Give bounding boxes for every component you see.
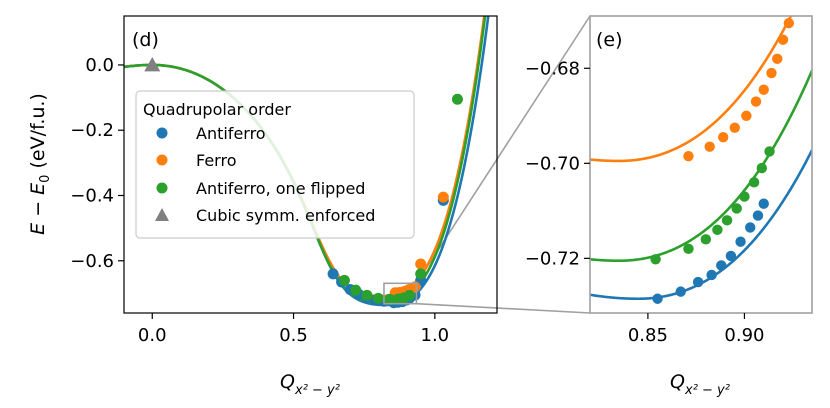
y-tick-label: −0.70 [525,153,580,174]
point-antiferro [675,286,686,297]
fit-curve-antiferro-one-flipped [590,70,812,263]
axes-frame-e [589,15,813,314]
panel-d: 0.0 0.5 1.0 0.0 −0.2 −0.4 −0.6 (d) Qx² − y² E… [27,15,498,398]
panel-e: 0.85 0.90 −0.68 −0.70 −0.72 (e) Qx² − y² [525,15,813,398]
point-antiferro-one-flipped [721,215,733,226]
y-axis-label-d: E − E0 (eV/f.u.) [27,93,53,235]
point-antiferro [735,236,746,247]
point-antiferro-one-flipped [683,243,694,255]
x-axis-label-e: Qx² − y² [670,371,730,398]
zoom-region-box [383,282,418,305]
point-ferro [750,96,762,107]
fit-curve-antiferro [590,149,812,301]
point-antiferro [716,260,727,271]
x-tick-label: 0.85 [628,325,668,346]
point-ferro [409,281,421,293]
x-axis-label-d: Qx² − y² [280,371,340,398]
point-antiferro-one-flipped [350,284,362,296]
point-antiferro [725,250,737,262]
point-antiferro-one-flipped [361,289,373,301]
legend-title: Quadrupolar order [143,100,291,119]
point-antiferro-one-flipped [338,274,350,286]
point-antiferro [706,269,717,281]
x-tick-label: 1.0 [421,325,450,346]
legend-label-cubic: Cubic symm. enforced [196,206,375,225]
y-tick-label: −0.68 [525,58,580,79]
point-ferro [729,122,740,133]
point-ferro [772,53,783,64]
y-tick-label: −0.2 [70,120,114,141]
point-antiferro-one-flipped [451,93,463,105]
fit-curve-ferro [590,16,793,163]
zoom-connector-bottom [416,302,591,314]
y-tick-label: −0.6 [70,251,114,272]
point-antiferro-one-flipped [756,162,768,174]
fit-curves-e [590,16,812,301]
legend: Quadrupolar order Antiferro Ferro Antife… [135,90,415,239]
point-ferro [783,17,795,29]
point-antiferro-one-flipped [372,292,384,304]
point-antiferro [327,268,339,280]
point-ferro [683,150,694,162]
x-tick-label: 0.0 [138,325,167,346]
x-tick-label: 0.90 [724,325,764,346]
point-ferro [718,131,729,143]
legend-label-ferro: Ferro [196,151,236,170]
x-ticks-e: 0.85 0.90 [628,313,764,346]
point-ferro [741,110,752,121]
point-antiferro-one-flipped [764,146,775,157]
legend-label-antiferro: Antiferro [196,124,266,143]
point-antiferro-one-flipped [403,289,415,301]
legend-marker-antiferro-one-flipped [156,182,168,194]
data-points-d [144,56,463,309]
point-ferro [777,34,789,45]
point-antiferro-one-flipped [731,203,742,214]
y-tick-label: −0.4 [70,186,114,207]
point-antiferro-one-flipped [650,254,661,265]
y-tick-label: −0.72 [525,248,580,269]
panel-label-d: (d) [132,29,159,51]
point-antiferro [652,293,663,304]
point-antiferro-one-flipped [739,191,750,202]
legend-label-antiferro-one-flipped: Antiferro, one flipped [196,179,365,198]
point-antiferro-one-flipped [748,177,760,188]
point-antiferro-one-flipped [384,293,396,305]
y-ticks-d: 0.0 −0.2 −0.4 −0.6 [70,55,124,272]
panel-label-e: (e) [596,29,623,51]
point-antiferro [752,210,764,221]
legend-marker-antiferro [156,127,168,139]
point-ferro [704,141,715,152]
point-ferro [437,191,449,203]
point-antiferro-one-flipped [700,234,712,245]
x-tick-label: 0.5 [279,325,308,346]
point-ferro [758,84,769,95]
x-ticks-d: 0.0 0.5 1.0 [138,313,449,346]
zoom-connector-top [415,15,591,284]
point-antiferro [758,198,769,209]
axes-frame-d [123,15,498,314]
point-cubic-symm-enforced [144,56,161,72]
point-ferro [766,67,777,79]
y-tick-label: 0.0 [85,55,114,76]
point-antiferro [745,222,756,233]
legend-frame [135,90,415,239]
point-antiferro-one-flipped [415,268,427,280]
legend-marker-ferro [156,154,168,166]
legend-marker-cubic [155,208,169,221]
point-antiferro-one-flipped [712,224,723,236]
data-points-e [650,17,795,304]
y-ticks-e: −0.68 −0.70 −0.72 [525,58,590,269]
point-antiferro [692,276,704,288]
point-ferro [415,258,427,270]
